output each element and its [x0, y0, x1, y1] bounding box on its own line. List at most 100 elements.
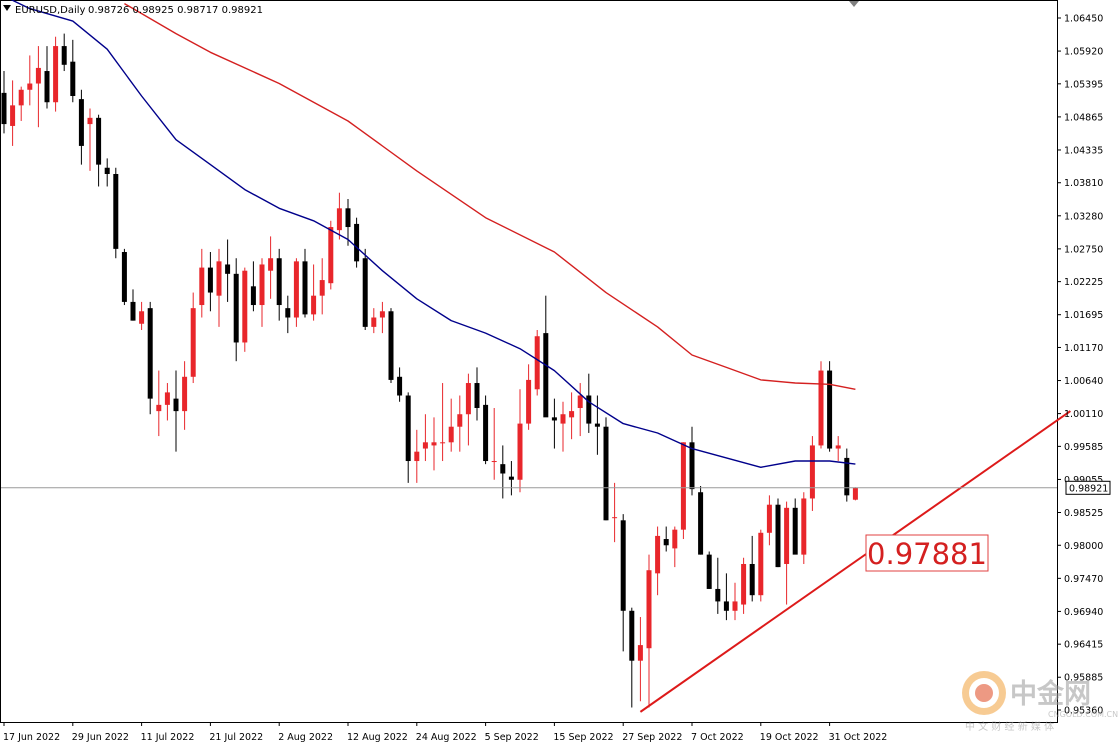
candle-body [474, 383, 480, 408]
candle [328, 220, 334, 290]
candle [336, 192, 342, 240]
candle-body [689, 442, 695, 490]
candle-body [44, 71, 50, 103]
candle [852, 487, 858, 501]
candle [766, 495, 772, 546]
watermark-subtitle: 中 文 财 经 新 媒 体 [965, 720, 1054, 733]
candle [474, 367, 480, 421]
x-tick-label: 12 Aug 2022 [347, 732, 408, 743]
candle [543, 295, 549, 418]
y-tick-label: 0.96940 [1064, 607, 1103, 618]
candle [784, 501, 790, 605]
candle-body [250, 286, 256, 306]
candle [517, 389, 523, 493]
candle [698, 485, 704, 555]
scroll-marker-icon[interactable] [849, 1, 859, 7]
candle [388, 308, 394, 384]
candle [637, 617, 643, 702]
candle [113, 167, 119, 259]
candle-body [835, 445, 841, 449]
candle [569, 392, 575, 440]
candle-body [715, 588, 721, 602]
watermark-url: CNGOLD.COM.CN [1048, 710, 1118, 719]
candle-body [749, 563, 755, 596]
candle [319, 258, 325, 315]
candle [18, 86, 24, 121]
candle [500, 445, 506, 499]
candle-body [27, 83, 33, 90]
candles-layer [1, 33, 858, 708]
y-tick-label: 1.02750 [1064, 244, 1103, 255]
y-tick-label: 1.01170 [1064, 343, 1103, 354]
candle-body [801, 498, 807, 555]
candle [594, 395, 600, 455]
candle [749, 535, 755, 602]
overlay-layer [1, 410, 1071, 713]
candle [534, 329, 540, 396]
candle-body [10, 105, 16, 126]
candle-body [457, 414, 463, 427]
candle [311, 264, 317, 321]
candle [629, 607, 635, 708]
candle-body [379, 311, 385, 318]
x-tick-label: 11 Jul 2022 [141, 732, 195, 743]
candle [431, 417, 437, 471]
candle [250, 261, 256, 312]
candle-body [96, 117, 102, 165]
candle [371, 308, 377, 334]
candle [672, 526, 678, 568]
candle [164, 383, 170, 421]
y-tick-label: 0.96415 [1064, 640, 1103, 651]
candle-body [586, 395, 592, 424]
candle-body [61, 46, 67, 65]
candle [225, 239, 231, 302]
candle [302, 248, 308, 318]
candle-body [70, 61, 76, 96]
candle-body [422, 442, 428, 449]
annotation-box[interactable]: 0.97881 [865, 534, 989, 572]
x-tick-label: 31 Oct 2022 [829, 732, 888, 743]
candle [680, 442, 686, 540]
candle-body [784, 507, 790, 564]
y-tick-label: 1.04865 [1064, 112, 1103, 123]
candle [612, 482, 618, 543]
candle-body [612, 517, 618, 519]
candle-body [594, 423, 600, 427]
candle-body [844, 457, 850, 496]
candle-body [199, 267, 205, 306]
candle-body [646, 570, 652, 649]
candle [689, 426, 695, 496]
candle-body [577, 395, 583, 408]
x-tick-label: 21 Jul 2022 [209, 732, 263, 743]
y-tick-label: 1.03810 [1064, 178, 1103, 189]
candle-body [354, 223, 360, 262]
candle [233, 258, 239, 362]
y-tick-label: 0.97470 [1064, 574, 1103, 585]
symbol-timeframe-label: EURUSD,Daily [15, 5, 86, 16]
candle-body [448, 426, 454, 443]
watermark-name: 中金网 [1010, 678, 1091, 710]
candle-body [276, 258, 282, 306]
time-axis: 17 Jun 2022 29 Jun 2022 11 Jul 2022 21 Jul … [3, 722, 887, 743]
candle-body [113, 173, 119, 249]
x-tick-label: 27 Sep 2022 [622, 732, 682, 743]
watermark: 中金网 中 文 财 经 新 媒 体 CNGOLD.COM.CN [962, 671, 1118, 733]
candle [276, 248, 282, 321]
x-tick-label: 17 Jun 2022 [3, 732, 60, 743]
support-trendline[interactable] [639, 410, 1071, 713]
candle [577, 383, 583, 437]
candle [199, 248, 205, 318]
candle-body [852, 487, 858, 500]
candle-body [526, 379, 532, 424]
candle [354, 217, 360, 268]
candle-body [311, 295, 317, 315]
candle [182, 361, 188, 430]
candle [646, 554, 652, 708]
price-axis: 1.06450 1.05920 1.05395 1.04865 1.04335 1.038… [1057, 14, 1103, 717]
candle-body [371, 317, 377, 327]
candle-body [766, 504, 772, 533]
candle-body [259, 264, 265, 306]
candle-body [663, 539, 669, 546]
